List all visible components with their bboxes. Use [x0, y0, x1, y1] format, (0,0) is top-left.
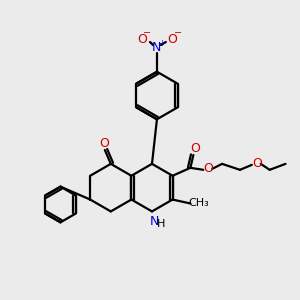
- Text: N: N: [149, 215, 159, 228]
- Text: O: O: [137, 32, 147, 46]
- Text: CH₃: CH₃: [188, 199, 209, 208]
- Text: O: O: [167, 32, 177, 46]
- Text: N: N: [152, 41, 162, 55]
- Text: O: O: [203, 162, 213, 175]
- Text: O: O: [190, 142, 200, 154]
- Text: +: +: [158, 38, 165, 47]
- Text: −: −: [174, 28, 182, 38]
- Text: O: O: [252, 158, 262, 170]
- Text: H: H: [157, 219, 165, 229]
- Text: −: −: [143, 28, 151, 38]
- Text: O: O: [99, 136, 109, 150]
